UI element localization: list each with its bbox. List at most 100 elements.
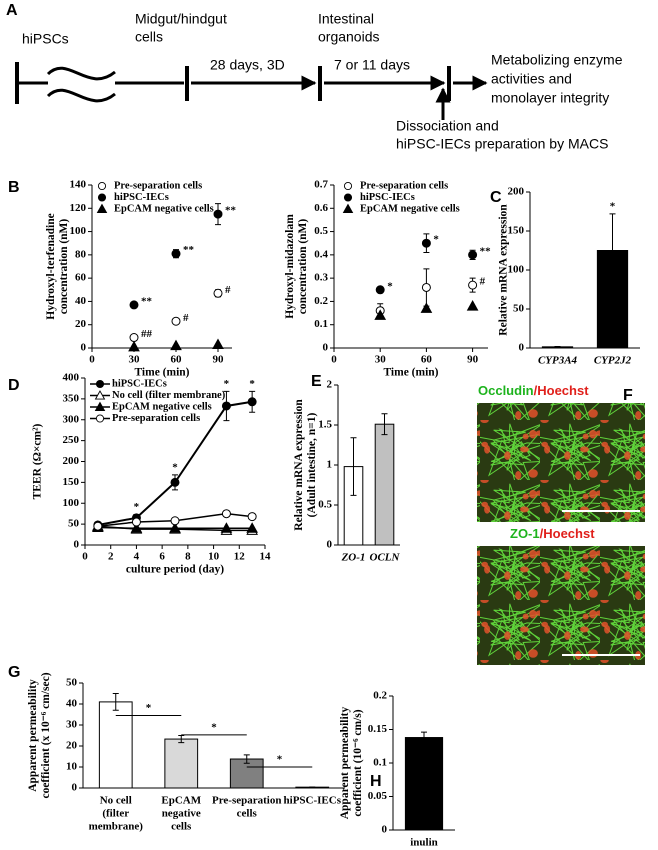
x-tick-label: 8 bbox=[185, 551, 191, 563]
y-tick-label: 0 bbox=[327, 539, 333, 551]
error-bar bbox=[421, 731, 427, 744]
y-axis-label: concentration (nM) bbox=[58, 219, 70, 315]
x-tick-label: 10 bbox=[208, 551, 220, 563]
legend-label: No cell (filter membrane) bbox=[112, 390, 226, 401]
data-point bbox=[213, 288, 223, 298]
x-tick-label: 14 bbox=[260, 551, 272, 563]
prep-label: Dissociation and bbox=[396, 118, 499, 134]
stain: Occludin bbox=[478, 383, 534, 398]
stage-label: Midgut/hindgut bbox=[135, 11, 227, 27]
error-bar bbox=[112, 693, 119, 711]
data-point bbox=[170, 339, 182, 351]
schematic bbox=[15, 62, 488, 120]
wave bbox=[46, 88, 116, 103]
x-tick-label: ZO-1 bbox=[341, 552, 366, 564]
x-tick-label: 30 bbox=[129, 354, 141, 366]
bar bbox=[164, 738, 199, 789]
stage-label: Intestinal bbox=[318, 11, 374, 27]
data-point bbox=[421, 238, 431, 248]
y-tick-label: 40 bbox=[66, 698, 78, 710]
error-bar bbox=[381, 413, 388, 436]
significance-label: * bbox=[277, 753, 283, 765]
significance-label: * bbox=[211, 721, 217, 733]
stage-label: organoids bbox=[318, 29, 380, 45]
bar bbox=[404, 737, 444, 831]
y-tick-label: 100 bbox=[70, 225, 87, 237]
significance-label: * bbox=[433, 234, 439, 246]
y-tick-label: 50 bbox=[513, 303, 525, 315]
data-point bbox=[130, 522, 143, 533]
y-axis-label: (Adult intestine, n=1) bbox=[306, 413, 318, 518]
data-point bbox=[374, 309, 387, 320]
y-tick-label: 2 bbox=[327, 379, 333, 391]
y-tick-label: 0.1 bbox=[373, 757, 387, 769]
y-tick-label: 0 bbox=[382, 824, 388, 836]
y-axis-label: Hydroxyl-terfenadine bbox=[45, 213, 57, 319]
micrograph bbox=[477, 403, 645, 522]
y-tick-label: 250 bbox=[63, 434, 80, 446]
legend-label: hiPSC-IECs bbox=[114, 192, 169, 203]
y-tick-label: 0.1 bbox=[314, 318, 328, 330]
data-point bbox=[169, 522, 181, 533]
data-point bbox=[466, 300, 479, 311]
y-tick-label: 50 bbox=[68, 518, 80, 530]
panel-letter: H bbox=[370, 773, 382, 790]
counterstain: /Hoechst bbox=[534, 383, 590, 398]
legend-marker bbox=[343, 193, 353, 202]
y-tick-label: 400 bbox=[63, 372, 80, 384]
y-tick-label: 50 bbox=[66, 677, 78, 689]
panel-letter: C bbox=[490, 189, 502, 206]
x-tick-label: cells bbox=[237, 808, 258, 820]
panel-letter: A bbox=[6, 2, 18, 19]
stage-label: hiPSCs bbox=[22, 31, 69, 47]
data-point bbox=[221, 509, 231, 519]
y-tick-label: 1 bbox=[327, 459, 333, 471]
x-tick-label: 0 bbox=[82, 551, 88, 563]
y-tick-label: 0.2 bbox=[314, 295, 328, 307]
data-point bbox=[212, 338, 224, 350]
outcome-label: monolayer integrity bbox=[491, 90, 609, 106]
error-bar bbox=[178, 735, 185, 744]
legend-label: EpCAM negative cells bbox=[360, 203, 460, 214]
x-tick-label: 12 bbox=[234, 551, 246, 563]
stain: ZO-1 bbox=[510, 526, 540, 541]
y-axis-label: Hydroxyl-midazolam bbox=[284, 214, 296, 319]
significance-label: * bbox=[610, 200, 616, 212]
data-point bbox=[129, 333, 139, 343]
data-point bbox=[468, 250, 478, 260]
y-tick-label: 0.05 bbox=[368, 790, 388, 802]
y-tick-label: 20 bbox=[75, 318, 87, 330]
x-tick-label: 60 bbox=[421, 354, 433, 366]
data-point bbox=[170, 477, 180, 487]
legend-marker bbox=[94, 401, 106, 412]
legend-marker bbox=[96, 203, 108, 214]
y-tick-label: 150 bbox=[63, 476, 80, 488]
y-axis-label: concentration (nM) bbox=[297, 219, 309, 315]
data-point bbox=[131, 517, 141, 527]
data-point bbox=[171, 316, 181, 326]
significance-label: ** bbox=[141, 295, 153, 307]
significance-label: * bbox=[224, 378, 230, 390]
data-point bbox=[128, 340, 140, 352]
stage-label: cells bbox=[135, 29, 163, 45]
y-tick-label: 10 bbox=[66, 761, 78, 773]
panel-letter: E bbox=[311, 373, 322, 390]
y-tick-label: 100 bbox=[508, 264, 525, 276]
x-tick-label: 60 bbox=[171, 354, 183, 366]
outcome-label: Metabolizing enzyme bbox=[491, 52, 623, 68]
legend-label: Pre-separation cells bbox=[114, 180, 202, 191]
y-tick-label: 200 bbox=[63, 455, 80, 467]
x-tick-label: No cell bbox=[100, 795, 132, 807]
y-tick-label: 0.7 bbox=[314, 179, 328, 191]
error-bar bbox=[554, 345, 561, 348]
legend-label: EpCAM negative cells bbox=[112, 401, 212, 412]
stain-label: ZO-1/Hoechst bbox=[510, 526, 595, 541]
y-tick-label: 0 bbox=[81, 342, 87, 354]
y-axis-label: Relative mRNA expression bbox=[498, 204, 510, 336]
x-tick-label: CYP2J2 bbox=[594, 355, 632, 367]
legend-marker bbox=[95, 414, 105, 423]
data-point bbox=[420, 302, 433, 313]
y-tick-label: 120 bbox=[70, 202, 87, 214]
error-bar bbox=[243, 754, 250, 764]
